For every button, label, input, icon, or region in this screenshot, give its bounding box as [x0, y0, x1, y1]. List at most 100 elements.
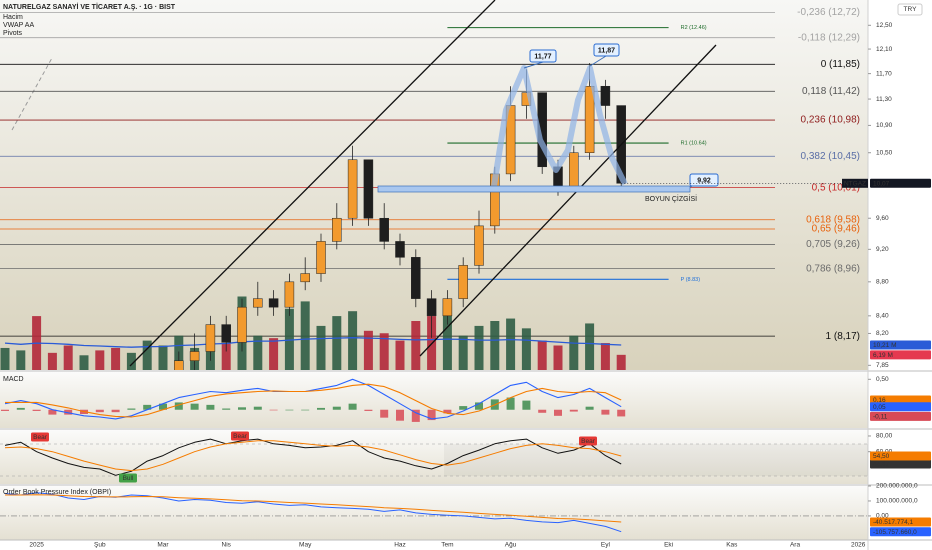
y-tick-label: 11,30: [876, 96, 892, 103]
price-tag-label: 44,37: [873, 461, 890, 468]
histogram-bar: [554, 409, 562, 416]
histogram-bar: [427, 409, 436, 421]
series-line: [4, 438, 622, 476]
price-tag-label: 10,07: [873, 181, 890, 188]
volume-bar: [600, 343, 610, 370]
volume-bar: [521, 328, 531, 370]
volume-bar: [126, 352, 136, 370]
volume-bar: [553, 345, 563, 370]
volume-bar: [332, 316, 342, 370]
callout-pointer: [523, 61, 544, 69]
price-tag: [870, 411, 931, 421]
histogram-bar: [16, 407, 25, 410]
volume-bar: [284, 308, 294, 370]
channel-line: [419, 44, 717, 357]
candle-body: [458, 265, 468, 299]
y-tick-label: 10,50: [876, 149, 893, 156]
fib-label: 0,65 (9,46): [812, 224, 860, 235]
candle-body: [600, 85, 611, 106]
price-tag-label: 10,21 M: [873, 342, 897, 349]
histogram-bar: [396, 409, 404, 421]
main-plot: -0,236 (12,72) -0,118 (12,29) 0 (11,85) 0,1…: [0, 7, 860, 370]
signal-label: Bear: [581, 438, 596, 445]
histogram-bar: [617, 409, 626, 417]
histogram-bar: [585, 406, 594, 410]
volume-bar: [458, 335, 468, 370]
price-tag: [870, 178, 931, 188]
callout-box: [529, 49, 557, 63]
rsi-plot: [4, 438, 622, 476]
volume-bar: [221, 343, 231, 370]
histogram-bar: [348, 403, 357, 410]
histogram-bar: [317, 407, 325, 410]
histogram-bar: [269, 409, 278, 411]
indicator-legend: Hacim: [3, 14, 23, 21]
signal-badge: [231, 431, 249, 441]
x-tick-label: May: [299, 542, 312, 549]
volume-bar: [363, 330, 373, 370]
callout-box: [593, 43, 620, 57]
candle-body: [253, 298, 263, 308]
volume-bar: [569, 335, 579, 370]
histogram-bar: [222, 408, 231, 410]
volume-bar: [379, 333, 389, 370]
y-tick-label: 9,20: [876, 246, 889, 253]
candle-body: [426, 298, 437, 317]
volume-bar: [316, 325, 326, 370]
rsi-pane: [0, 430, 868, 484]
callout-pointer: [589, 55, 607, 67]
histogram-bar: [95, 409, 104, 413]
neckline-zone: [377, 185, 691, 193]
histogram-bar: [238, 407, 246, 410]
channel-line: [129, 0, 496, 367]
y-tick-label: 80,00: [876, 433, 893, 440]
price-tag: [870, 517, 931, 527]
x-tick-label: Şub: [94, 542, 106, 549]
y-tick-label: 8,80: [876, 279, 889, 286]
volume-bar: [158, 345, 168, 370]
price-tag: [870, 459, 931, 469]
x-tick-label: Mar: [157, 542, 169, 549]
x-tick-label: Nis: [222, 542, 232, 549]
callout-label: 9,92: [697, 177, 711, 184]
price-tag: [870, 340, 931, 350]
fib-label: 0,786 (8,96): [806, 263, 860, 274]
price-tag-label: 6,19 M: [873, 352, 893, 359]
chart-title: NATURELGAZ SANAYİ VE TİCARET A.Ş. · 1G ·…: [3, 3, 176, 11]
y-tick-label: 9,60: [876, 215, 889, 222]
volume-bar: [79, 355, 89, 370]
drawings: 11,77 11,87 9,92 BOYUN ÇİZGİSİ: [129, 0, 719, 367]
candle-body: [584, 85, 595, 153]
y-tick-label: 12,10: [876, 46, 893, 53]
signal-label: Bear: [33, 434, 48, 441]
x-tick-label: Ağu: [505, 542, 517, 549]
x-tick-label: 2026: [851, 542, 866, 549]
pattern-highlight: [491, 65, 628, 187]
y-tick-label: 100.000.000,0: [876, 498, 918, 505]
pane-title: MACD: [3, 376, 24, 383]
candle-body: [411, 257, 421, 299]
histogram-bar: [301, 409, 310, 411]
candle-body: [300, 273, 310, 283]
histogram-bar: [111, 409, 120, 413]
fib-label: 0,118 (11,42): [802, 86, 860, 97]
volume-bar: [253, 335, 263, 370]
candle-body: [363, 159, 374, 219]
histogram-bar: [64, 409, 73, 415]
histogram-bar: [459, 406, 468, 410]
currency-button[interactable]: [897, 3, 923, 16]
series-line: [5, 383, 622, 418]
fib-label: 0 (11,85): [821, 59, 860, 70]
y-tick-label: 8,20: [876, 330, 889, 337]
histogram-bar: [159, 403, 167, 410]
indicator-legend: VWAP AA: [3, 22, 34, 29]
y-tick-label: 0,50: [876, 376, 889, 383]
obpi-plot: [0, 492, 868, 533]
volume-bar: [442, 306, 452, 370]
histogram-bar: [522, 400, 531, 410]
histogram-bar: [143, 404, 152, 410]
candle-body: [379, 217, 389, 242]
volume-bar: [142, 340, 152, 370]
x-tick-label: Ara: [790, 542, 801, 549]
